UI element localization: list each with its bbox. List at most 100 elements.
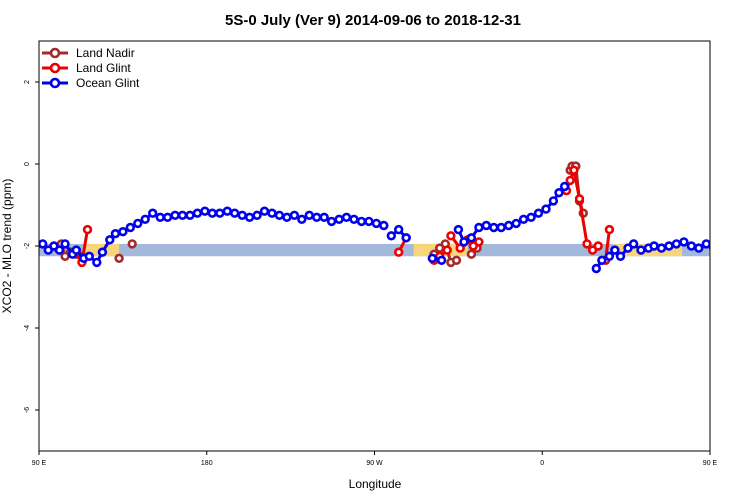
data-point <box>125 222 136 233</box>
legend-label: Land Nadir <box>76 46 135 60</box>
x-tick-label: 90 E <box>32 460 47 467</box>
data-point <box>252 210 262 221</box>
data-point <box>427 253 437 263</box>
data-point <box>118 227 128 237</box>
data-point <box>526 212 536 223</box>
data-point <box>356 216 367 227</box>
legend-item: Land Nadir <box>42 46 135 60</box>
data-point <box>649 241 659 251</box>
data-point <box>451 255 462 265</box>
data-point <box>207 208 218 218</box>
series-ocean-glint <box>39 181 747 274</box>
data-point <box>740 249 747 256</box>
data-point <box>97 247 108 257</box>
data-point <box>569 165 579 175</box>
data-point <box>92 257 102 268</box>
data-point <box>656 243 667 253</box>
data-point <box>436 255 447 265</box>
data-point <box>341 212 352 223</box>
legend-label: Land Glint <box>76 61 131 75</box>
data-point <box>60 239 70 249</box>
data-point <box>671 239 682 249</box>
chart-title: 5S-0 July (Ver 9) 2014-09-06 to 2018-12-… <box>225 12 521 29</box>
series-line <box>457 185 566 244</box>
y-tick-label: -4 <box>24 325 31 331</box>
data-point <box>259 206 270 216</box>
data-point <box>114 253 124 263</box>
data-point <box>574 194 585 204</box>
data-point <box>110 229 121 239</box>
data-point <box>442 245 452 255</box>
data-point <box>297 214 307 225</box>
data-point <box>511 218 521 229</box>
data-point <box>466 249 477 259</box>
data-point <box>394 224 404 235</box>
data-point <box>604 224 615 235</box>
data-point <box>39 239 48 249</box>
legend-swatch-marker <box>49 62 61 74</box>
data-point <box>610 245 620 255</box>
data-point <box>701 239 710 249</box>
data-point <box>177 210 188 221</box>
data-point <box>105 235 115 245</box>
data-point <box>664 241 674 251</box>
y-tick-label: 2 <box>24 80 31 84</box>
data-point <box>349 214 359 225</box>
x-tick-label: 90 W <box>366 460 383 467</box>
data-point <box>554 188 564 198</box>
data-point <box>148 208 158 218</box>
data-point <box>170 210 180 221</box>
data-point <box>686 241 697 251</box>
data-point <box>140 214 150 225</box>
data-point <box>192 208 203 218</box>
data-point <box>82 224 93 235</box>
data-point <box>215 208 225 218</box>
x-tick-label: 180 <box>201 460 213 467</box>
data-point <box>455 243 465 253</box>
data-point <box>518 214 529 225</box>
data-point <box>319 212 329 223</box>
data-point <box>230 208 240 218</box>
data-point <box>200 206 210 216</box>
x-tick-label: 90 E <box>703 460 718 467</box>
x-axis-label: Longitude <box>349 477 402 491</box>
data-point <box>504 220 514 231</box>
data-point <box>401 233 411 243</box>
data-point <box>548 196 559 206</box>
y-tick-label: -6 <box>24 407 31 413</box>
data-point <box>489 222 499 233</box>
data-point <box>127 239 137 249</box>
y-tick-label: -2 <box>24 243 31 249</box>
data-point <box>334 214 344 225</box>
x-tick-label: 0 <box>540 460 544 467</box>
data-point <box>679 237 689 247</box>
data-point <box>162 212 173 223</box>
data-point <box>474 237 484 247</box>
data-point <box>312 212 322 223</box>
data-point <box>84 251 95 261</box>
data-point <box>582 239 592 249</box>
data-point <box>371 218 382 229</box>
data-point <box>709 245 710 251</box>
data-point <box>636 245 646 255</box>
data-point <box>496 222 506 233</box>
data-point <box>628 239 639 249</box>
data-point <box>386 231 396 241</box>
data-point <box>289 210 300 221</box>
data-point <box>541 204 551 214</box>
data-point <box>604 251 615 261</box>
data-point <box>71 245 82 255</box>
data-point <box>267 208 277 218</box>
legend-item: Land Glint <box>42 61 131 75</box>
data-point <box>282 212 292 223</box>
data-point <box>565 175 575 186</box>
series-layer <box>39 161 747 274</box>
data-point <box>453 224 464 235</box>
data-point <box>459 237 469 247</box>
legend-swatch-marker <box>49 47 61 59</box>
data-point <box>222 206 233 216</box>
legend-label: Ocean Glint <box>76 76 140 90</box>
legend-item: Ocean Glint <box>42 76 140 90</box>
